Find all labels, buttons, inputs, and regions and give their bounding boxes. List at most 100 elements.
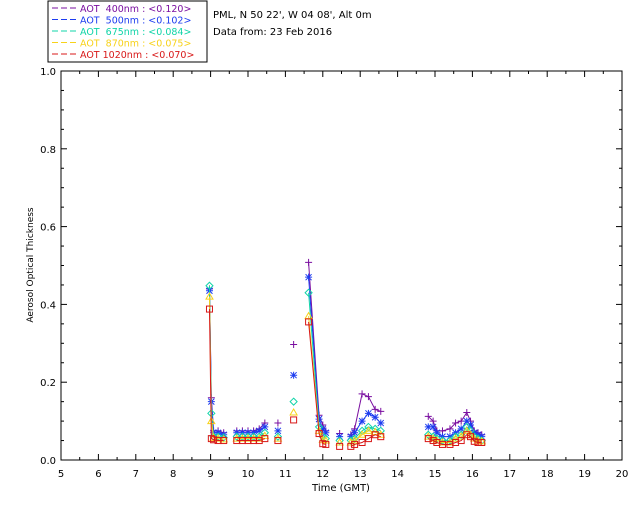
data-point <box>457 425 465 433</box>
x-tick-label: 11 <box>279 469 292 480</box>
data-point <box>315 430 323 438</box>
data-point <box>478 438 486 446</box>
date-info: Data from: 23 Feb 2016 <box>213 27 332 38</box>
data-point <box>273 432 283 441</box>
data-point <box>305 258 313 266</box>
data-point <box>207 435 215 443</box>
y-tick-label: 0.8 <box>40 145 56 156</box>
data-point <box>232 434 242 442</box>
data-point <box>358 417 366 425</box>
data-point <box>205 281 214 290</box>
x-tick-label: 18 <box>541 469 554 480</box>
series-3 <box>205 281 486 445</box>
data-point <box>364 393 372 401</box>
data-point <box>219 434 229 443</box>
data-point <box>350 434 359 443</box>
data-point <box>470 437 478 445</box>
data-point <box>205 305 213 313</box>
x-tick-label: 7 <box>133 469 139 480</box>
axes: 5 6 7 8 9 10 11 12 13 14 15 16 17 18 19 20 0.0 0.2 0.4 0.6 0… <box>40 67 628 480</box>
data-point <box>438 427 446 435</box>
legend: AOT 400nm : <0.120>AOT 500nm : <0.102>AO… <box>47 0 208 63</box>
data-point <box>238 434 247 442</box>
data-point <box>351 440 359 448</box>
legend-entry: AOT 400nm : <0.120> <box>80 4 191 15</box>
series-line <box>208 285 482 442</box>
data-point <box>424 430 433 439</box>
y-tick-label: 0.2 <box>40 378 56 389</box>
data-point <box>358 390 366 398</box>
data-point <box>438 440 446 448</box>
data-point <box>347 442 355 450</box>
data-point <box>364 426 373 434</box>
data-point <box>377 433 385 441</box>
plot-frame <box>60 70 623 461</box>
data-point <box>261 423 269 431</box>
x-tick-label: 16 <box>466 469 479 480</box>
x-tick-label: 10 <box>242 469 255 480</box>
data-point <box>424 435 432 443</box>
data-point <box>335 436 344 445</box>
data-point <box>429 417 437 425</box>
data-point <box>315 415 323 423</box>
data-point <box>438 438 447 446</box>
data-point <box>357 430 367 438</box>
legend-entry: AOT 1020nm : <0.070> <box>80 50 194 61</box>
data-point <box>289 408 298 416</box>
data-point <box>446 425 454 433</box>
data-point <box>255 427 263 435</box>
data-point <box>364 409 372 417</box>
data-point <box>477 436 487 445</box>
series-line <box>208 262 482 436</box>
data-point <box>350 436 359 444</box>
data-point <box>463 431 471 439</box>
series-line <box>208 309 482 447</box>
x-tick-label: 19 <box>578 469 591 480</box>
series-5 <box>205 305 486 450</box>
data-point <box>290 371 298 379</box>
data-point <box>424 412 432 420</box>
data-point <box>274 427 282 435</box>
x-tick-label: 14 <box>391 469 404 480</box>
series-1 <box>205 258 486 439</box>
data-point <box>463 409 471 417</box>
series-2 <box>205 273 486 441</box>
site-info: PML, N 50 22', W 04 08', Alt 0m <box>213 10 372 21</box>
data-point <box>473 436 483 444</box>
data-point <box>205 292 214 300</box>
x-tick-label: 15 <box>429 469 442 480</box>
data-point <box>456 432 466 440</box>
data-point <box>433 429 441 437</box>
data-point <box>462 426 472 434</box>
data-point <box>335 438 345 446</box>
data-point <box>429 423 437 431</box>
data-point <box>273 434 283 442</box>
data-point <box>423 432 433 440</box>
data-point <box>452 419 460 427</box>
data-point <box>377 419 385 427</box>
data-point <box>364 435 372 443</box>
y-tick-label: 0.6 <box>40 223 56 234</box>
plot-area <box>205 258 487 450</box>
data-point <box>376 430 386 438</box>
series-line <box>208 277 482 438</box>
legend-entry: AOT 500nm : <0.102> <box>80 16 191 27</box>
x-tick-label: 17 <box>503 469 516 480</box>
data-point <box>467 421 475 429</box>
data-point <box>290 416 298 424</box>
x-tick-label: 13 <box>354 469 367 480</box>
data-point <box>371 413 379 421</box>
legend-entry: AOT 870nm : <0.075> <box>80 39 191 50</box>
data-point <box>319 425 327 433</box>
data-point <box>346 438 356 446</box>
data-point <box>358 438 366 446</box>
data-point <box>445 438 455 446</box>
data-point <box>289 397 298 406</box>
data-point <box>261 435 269 443</box>
data-point <box>249 434 258 442</box>
data-point <box>467 433 475 441</box>
data-point <box>463 417 471 425</box>
y-tick-label: 0.0 <box>40 456 56 467</box>
x-tick-label: 8 <box>170 469 176 480</box>
legend-entry: AOT 675nm : <0.084> <box>80 27 191 38</box>
